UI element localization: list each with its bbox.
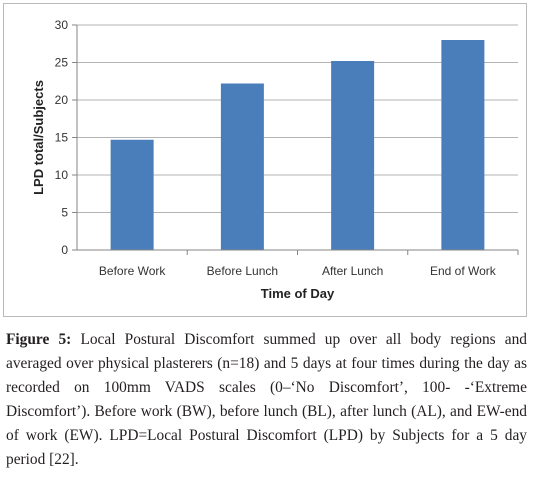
x-tick-label: Before Work [99,264,166,278]
y-axis-title: LPD total/Subjects [31,80,46,195]
y-tick-label: 0 [61,243,68,257]
x-tick-label: Before Lunch [207,264,278,278]
bar [220,83,264,250]
x-tick-label: After Lunch [322,264,383,278]
bar [331,61,375,250]
y-tick-label: 5 [61,206,68,220]
bar [110,139,154,250]
x-tick-labels: Before Work Before Lunch After Lunch End of… [99,250,519,278]
y-tick-labels: 0 5 10 15 20 25 30 [55,18,77,257]
x-axis-title: Time of Day [261,286,335,301]
bar [441,40,485,250]
y-tick-label: 15 [55,131,69,145]
caption-label: Figure 5: [6,331,72,348]
y-tick-label: 30 [55,18,69,32]
y-tick-label: 10 [55,168,69,182]
chart-frame [3,3,527,317]
x-tick-label: End of Work [430,264,497,278]
y-tick-label: 25 [55,56,69,70]
figure-caption: Figure 5: Local Postural Discomfort summ… [6,328,527,472]
caption-text: Local Postural Discomfort summed up over… [6,331,527,468]
bar-chart: 0 5 10 15 20 25 30 Before Work Before Lunch Afte… [31,18,519,301]
y-tick-label: 20 [55,93,69,107]
bars [110,40,485,250]
